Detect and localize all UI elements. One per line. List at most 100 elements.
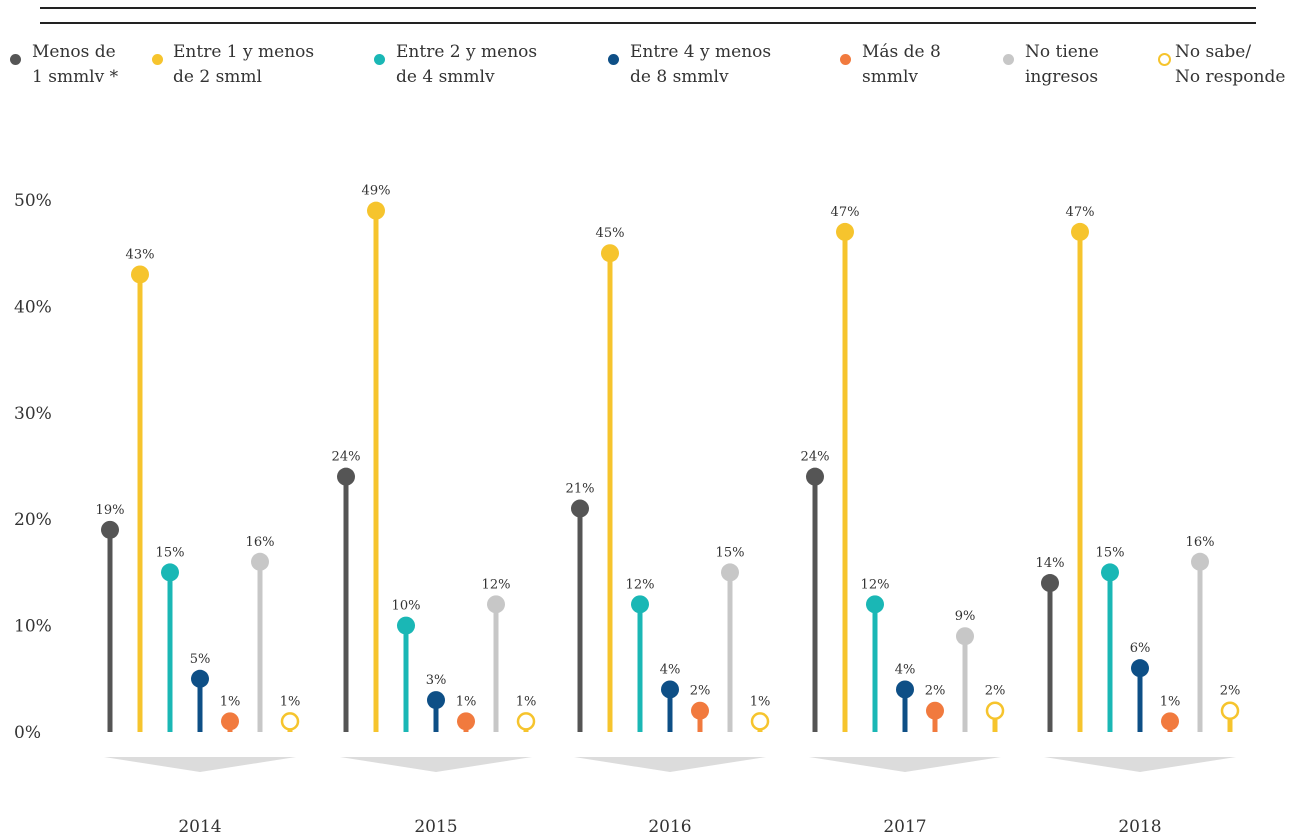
data-label: 1%	[280, 694, 301, 709]
x-tick-label: 2018	[1118, 817, 1161, 835]
lollipop-head	[516, 712, 536, 731]
group-arrow	[1044, 757, 1236, 772]
lollipop-head	[1220, 701, 1240, 720]
data-label: 6%	[1130, 641, 1151, 656]
lollipop-head	[806, 467, 824, 486]
lollipop-head	[926, 701, 944, 720]
legend: Menos de 1 smmlv * Entre 1 y menos de 2 s…	[0, 0, 1311, 120]
data-label: 10%	[392, 599, 421, 614]
x-tick-label: 2017	[883, 817, 926, 835]
y-tick-label: 0%	[14, 723, 41, 743]
legend-marker	[1003, 54, 1014, 65]
data-label: 24%	[801, 450, 830, 465]
legend-marker	[152, 54, 163, 65]
data-label: 4%	[660, 662, 681, 677]
lollipop-head	[427, 691, 445, 710]
legend-marker	[374, 54, 385, 65]
lollipop-head	[131, 265, 149, 284]
lollipop-head	[985, 701, 1005, 720]
y-tick-label: 10%	[14, 617, 52, 637]
lollipop-head	[397, 616, 415, 635]
data-label: 1%	[220, 694, 241, 709]
x-tick-label: 2014	[178, 817, 221, 835]
data-label: 14%	[1036, 556, 1065, 571]
data-label: 1%	[516, 694, 537, 709]
data-label: 16%	[1186, 535, 1215, 550]
data-label: 4%	[895, 662, 916, 677]
lollipop-head	[1161, 712, 1179, 731]
lollipop-head	[337, 467, 355, 486]
data-label: 1%	[456, 694, 477, 709]
group-arrow	[809, 757, 1001, 772]
data-label: 45%	[596, 226, 625, 241]
data-label: 21%	[566, 482, 595, 497]
lollipop-head	[661, 680, 679, 699]
data-label: 3%	[426, 673, 447, 688]
lollipop-head	[251, 552, 269, 571]
lollipop-head	[1041, 574, 1059, 593]
x-tick-label: 2016	[648, 817, 691, 835]
data-label: 2%	[690, 684, 711, 699]
lollipop-head	[836, 222, 854, 241]
lollipop-head	[457, 712, 475, 731]
data-label: 12%	[482, 577, 511, 592]
lollipop-head	[221, 712, 239, 731]
lollipop-head	[631, 595, 649, 614]
lollipop-head	[1071, 222, 1089, 241]
data-label: 5%	[190, 652, 211, 667]
y-tick-label: 50%	[14, 191, 52, 211]
x-tick-label: 2015	[414, 817, 457, 835]
data-label: 47%	[1066, 205, 1095, 220]
lollipop-head	[161, 563, 179, 582]
data-label: 16%	[246, 535, 275, 550]
data-label: 15%	[1096, 545, 1125, 560]
group-arrow	[574, 757, 766, 772]
legend-label: Entre 4 y menos de 8 smmlv	[630, 42, 772, 87]
lollipop-head	[956, 627, 974, 646]
data-label: 2%	[1220, 684, 1241, 699]
legend-label: Menos de 1 smmlv *	[32, 42, 119, 87]
data-label: 15%	[156, 545, 185, 560]
legend-label: No sabe/ No responde	[1175, 42, 1286, 87]
lollipop-head	[191, 669, 209, 688]
data-label: 24%	[332, 450, 361, 465]
data-label: 49%	[362, 184, 391, 199]
data-label: 12%	[626, 577, 655, 592]
data-label: 1%	[750, 694, 771, 709]
y-tick-label: 20%	[14, 510, 52, 530]
data-label: 2%	[985, 684, 1006, 699]
lollipop-head	[896, 680, 914, 699]
legend-marker	[608, 54, 619, 65]
group-arrow	[104, 757, 296, 772]
lollipop-head	[571, 499, 589, 518]
lollipop-head	[367, 201, 385, 220]
data-label: 12%	[861, 577, 890, 592]
y-tick-label: 40%	[14, 297, 52, 317]
data-label: 2%	[925, 684, 946, 699]
data-label: 9%	[955, 609, 976, 624]
data-label: 1%	[1160, 694, 1181, 709]
data-label: 15%	[716, 545, 745, 560]
legend-marker	[1158, 53, 1171, 66]
legend-label: Entre 1 y menos de 2 smml	[173, 42, 315, 87]
lollipop-head	[750, 712, 770, 731]
lollipop-head	[721, 563, 739, 582]
lollipop-head	[1101, 563, 1119, 582]
legend-label: Entre 2 y menos de 4 smmlv	[396, 42, 538, 87]
y-tick-label: 30%	[14, 404, 52, 424]
legend-label: No tiene ingresos	[1025, 42, 1099, 87]
lollipop-head	[487, 595, 505, 614]
lollipop-head	[601, 244, 619, 263]
lollipop-head	[866, 595, 884, 614]
lollipop-head	[1131, 659, 1149, 678]
legend-marker	[10, 54, 21, 65]
data-label: 43%	[126, 247, 155, 262]
lollipop-head	[691, 701, 709, 720]
legend-label: Más de 8 smmlv	[862, 42, 941, 87]
lollipop-head	[280, 712, 300, 731]
lollipop-head	[1191, 552, 1209, 571]
group-arrow	[340, 757, 532, 772]
data-label: 47%	[831, 205, 860, 220]
